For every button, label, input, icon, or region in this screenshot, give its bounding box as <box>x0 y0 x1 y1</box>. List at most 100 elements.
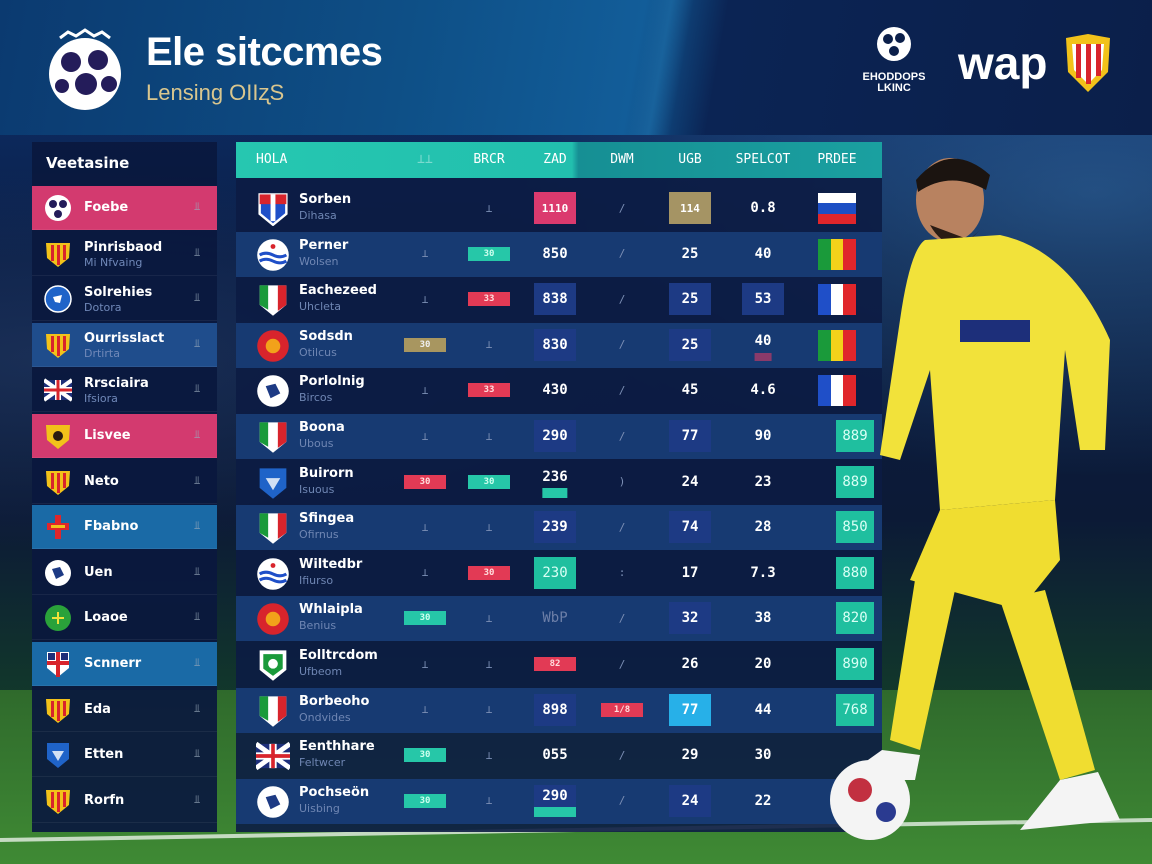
table-row[interactable]: Pochseön Uisbing 30 ⊥ 290 / 24 22 <box>236 778 882 824</box>
sidebar: Veetasine Foebe ⫫ Pinrisbaod Mi Nfvaing ⫫ Sol… <box>32 142 217 832</box>
stat-cell-6: 44 <box>754 701 772 718</box>
column-header-5[interactable]: UGB <box>678 152 702 167</box>
blueshield-crest-icon <box>44 741 72 769</box>
team-crest-icon <box>256 420 290 454</box>
sort-arrow-icon[interactable]: ⫫ <box>194 428 201 441</box>
stat-cell-6: 22 <box>754 792 772 809</box>
stat-cell-3: 290 <box>534 420 576 452</box>
rating-badge: 889 <box>836 420 874 452</box>
team-crest-icon <box>256 694 290 728</box>
stat-cell-4: / <box>618 794 626 808</box>
rating-badge: 880 <box>836 556 874 589</box>
column-header-7[interactable]: PRDEE <box>817 152 857 167</box>
stat-cell-3: 1110 <box>534 192 576 224</box>
sort-arrow-icon[interactable]: ⫫ <box>194 747 201 761</box>
team-name: Buirorn <box>299 465 354 481</box>
team-crest-icon <box>254 739 292 773</box>
table-row[interactable]: Boona Ubous ⊥ ⊥ 290 / 77 90 889 <box>236 414 882 459</box>
team-name: Eenthhare <box>299 739 375 755</box>
stripes-crest-icon <box>44 787 72 815</box>
sidebar-item-etten[interactable]: Etten ⫫ <box>32 733 217 778</box>
stat-cell-2: 33 <box>468 383 510 398</box>
stat-cell-6: 90 <box>754 428 772 444</box>
table-row[interactable]: Sodsdn Otilcus 30 ⊥ 830 / 25 40 <box>236 322 882 368</box>
sidebar-item-ourrisslact[interactable]: Ourrisslact Drtirta ⫫ <box>32 322 217 367</box>
table-row[interactable]: Wiltedbr Ifiurso ⊥ 30 230: 17 7.3 880 <box>236 551 882 596</box>
sidebar-item-fbabno[interactable]: Fbabno ⫫ <box>32 505 217 550</box>
sort-arrow-icon[interactable]: ⫫ <box>194 564 201 578</box>
stat-cell-1: 30 <box>404 337 446 352</box>
sort-arrow-icon[interactable]: ⫫ <box>194 656 201 669</box>
stat-cell-2: ⊥ <box>485 520 493 534</box>
table-row[interactable]: Borbeoho Ondvides ⊥ ⊥ 898 1/8 77 44 768 <box>236 687 882 733</box>
sort-arrow-icon[interactable]: ⫫ <box>194 610 201 624</box>
sidebar-item-eda[interactable]: Eda ⫫ <box>32 688 217 732</box>
sort-arrow-icon[interactable]: ⫫ <box>194 519 201 533</box>
stat-cell-4: / <box>618 748 626 762</box>
sort-arrow-icon[interactable]: ⫫ <box>194 336 201 350</box>
stat-cell-6: 38 <box>754 610 772 627</box>
column-header-0[interactable]: HOLA <box>256 152 288 167</box>
column-header-2[interactable]: BRCR <box>473 152 505 167</box>
column-header-3[interactable]: ZAD <box>543 152 567 167</box>
stat-cell-3: 290 <box>534 784 576 817</box>
sort-arrow-icon[interactable]: ⫫ <box>194 382 201 396</box>
sidebar-item-uen[interactable]: Uen ⫫ <box>32 551 217 595</box>
sort-arrow-icon[interactable]: ⫫ <box>194 245 201 259</box>
table-row[interactable]: Perner Wolsen ⊥ 30 850 / 25 40 <box>236 231 882 277</box>
sort-arrow-icon[interactable]: ⫫ <box>194 200 201 213</box>
stat-cell-4: / <box>618 657 626 671</box>
stat-cell-4: / <box>618 338 626 352</box>
stat-cell-6: 20 <box>754 656 772 672</box>
stat-cell-1: ⊥ <box>421 566 429 580</box>
sidebar-item-label: Ourrisslact <box>84 330 165 346</box>
sidebar-item-foebe[interactable]: Foebe ⫫ <box>32 186 217 230</box>
column-header-4[interactable]: DWM <box>610 152 634 167</box>
team-subtitle: Feltwcer <box>299 756 346 770</box>
sidebar-item-lisvee[interactable]: Lisvee ⫫ <box>32 414 217 458</box>
table-row[interactable]: Eachezeed Uhcleta ⊥ 33 838 / 25 53 <box>236 277 882 322</box>
team-crest-icon <box>256 238 290 272</box>
table-row[interactable]: Sfingea Ofirnus ⊥ ⊥ 239 / 74 28 850 <box>236 505 882 551</box>
table-row[interactable]: Eolltrcdom Ufbeom ⊥ ⊥ 82 / 26 20 890 <box>236 642 882 687</box>
table-row[interactable]: Porlolnig Bircos ⊥ 33 430 / 45 4.6 <box>236 368 882 413</box>
column-header-1[interactable]: ⊥⊥ <box>417 152 433 167</box>
stat-cell-1: ⊥ <box>421 657 429 671</box>
sidebar-item-loaoe[interactable]: Loaoe ⫫ <box>32 596 217 641</box>
team-subtitle: Ubous <box>299 437 334 450</box>
sort-arrow-icon[interactable]: ⫫ <box>194 473 201 487</box>
sidebar-item-sublabel: Drtirta <box>84 346 120 360</box>
stat-cell-5: 24 <box>681 473 699 490</box>
team-crest-icon <box>256 648 290 682</box>
team-name: Whlaipla <box>299 602 363 618</box>
table-row[interactable]: Whlaipla Benius 30 ⊥ WbP / 32 38 820 <box>236 596 882 642</box>
sort-arrow-icon[interactable]: ⫫ <box>194 701 201 715</box>
stat-cell-2: ⊥ <box>485 794 493 808</box>
rating-badge: 820 <box>836 602 874 635</box>
sidebar-item-pinrisbaod[interactable]: Pinrisbaod Mi Nfvaing ⫫ <box>32 232 217 276</box>
country-flag-icon <box>818 193 856 224</box>
column-header-6[interactable]: SPELCOT <box>735 152 791 167</box>
table-row[interactable]: Sorben Dihasa ⊥ 1110 / 114 0.8 <box>236 186 882 231</box>
sidebar-item-rorfn[interactable]: Rorfn ⫫ <box>32 779 217 823</box>
sort-arrow-icon[interactable]: ⫫ <box>194 792 201 806</box>
stat-cell-4: / <box>618 247 626 261</box>
sidebar-item-sublabel: Ifsiora <box>84 392 118 406</box>
table-row[interactable]: Buirorn Isuous 30 30 236) 24 23 889 <box>236 460 882 505</box>
sidebar-item-neto[interactable]: Neto ⫫ <box>32 460 217 504</box>
stat-cell-5: 24 <box>669 784 711 817</box>
team-name: Eolltrcdom <box>299 648 378 663</box>
sidebar-item-label: Etten <box>84 747 124 763</box>
stat-cell-4: / <box>618 429 626 443</box>
sidebar-item-solrehies[interactable]: Solrehies Dotora ⫫ <box>32 277 217 322</box>
stat-cell-5: 25 <box>681 245 699 262</box>
table-header: HOLA ⊥⊥ BRCR ZAD DWM UGB SPELCOT PRDEE <box>236 142 882 178</box>
team-subtitle: Ifiurso <box>299 573 334 587</box>
sort-arrow-icon[interactable]: ⫫ <box>194 291 201 305</box>
sidebar-item-label: Rrsciaira <box>84 376 149 392</box>
table-row[interactable]: Eenthhare Feltwcer 30 ⊥ 055 / 29 30 <box>236 733 882 778</box>
ukshield-crest-icon <box>44 650 72 678</box>
sidebar-item-rrsciaira[interactable]: Rrsciaira Ifsiora ⫫ <box>32 368 217 413</box>
team-subtitle: Ufbeom <box>299 665 343 678</box>
sidebar-item-scnnerr[interactable]: Scnnerr ⫫ <box>32 642 217 686</box>
